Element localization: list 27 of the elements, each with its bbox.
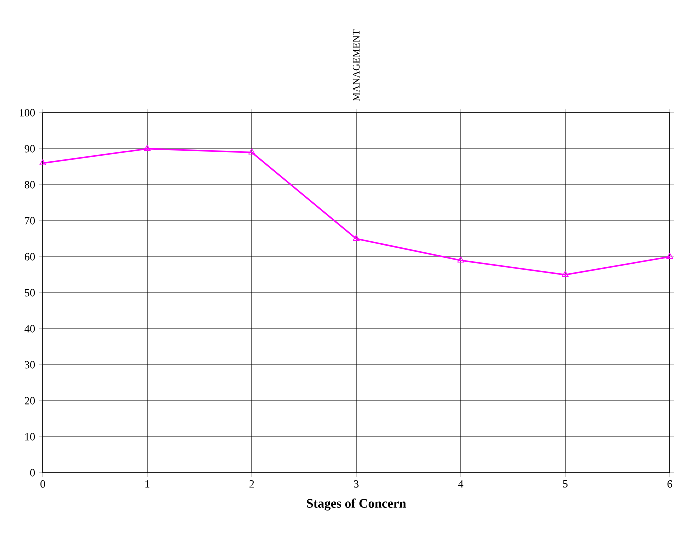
y-tick-label: 100 xyxy=(20,109,36,117)
y-tick-label: 0 xyxy=(30,469,36,477)
y-tick-label: 50 xyxy=(25,289,36,297)
x-tick-label: 6 xyxy=(668,480,672,488)
y-tick-label: 20 xyxy=(25,397,36,405)
x-axis-title: Stages of Concern xyxy=(307,498,406,511)
y-tick-label: 80 xyxy=(24,181,36,189)
x-tick-label: 5 xyxy=(563,480,568,488)
point xyxy=(562,271,569,278)
x-tick-label: 4 xyxy=(458,480,464,488)
point xyxy=(40,160,46,166)
y-tick-label: 70 xyxy=(25,217,36,225)
x-tick-label: 2 xyxy=(250,480,254,488)
y-tick-label: 60 xyxy=(24,253,36,261)
text: MANAGEMENT xyxy=(353,30,360,102)
x-tick-label: 0 xyxy=(40,480,46,488)
x-tick-label: 3 xyxy=(354,480,359,488)
point xyxy=(666,253,674,260)
x-tick-label: 1 xyxy=(146,480,150,488)
y-tick-label: 30 xyxy=(25,361,36,369)
y-tick-label: 40 xyxy=(24,325,36,333)
point xyxy=(458,256,464,263)
point xyxy=(144,145,151,152)
y-tick-label: 10 xyxy=(25,433,36,441)
y-tick-label: 90 xyxy=(24,145,36,153)
point xyxy=(353,235,360,242)
point xyxy=(248,148,256,155)
